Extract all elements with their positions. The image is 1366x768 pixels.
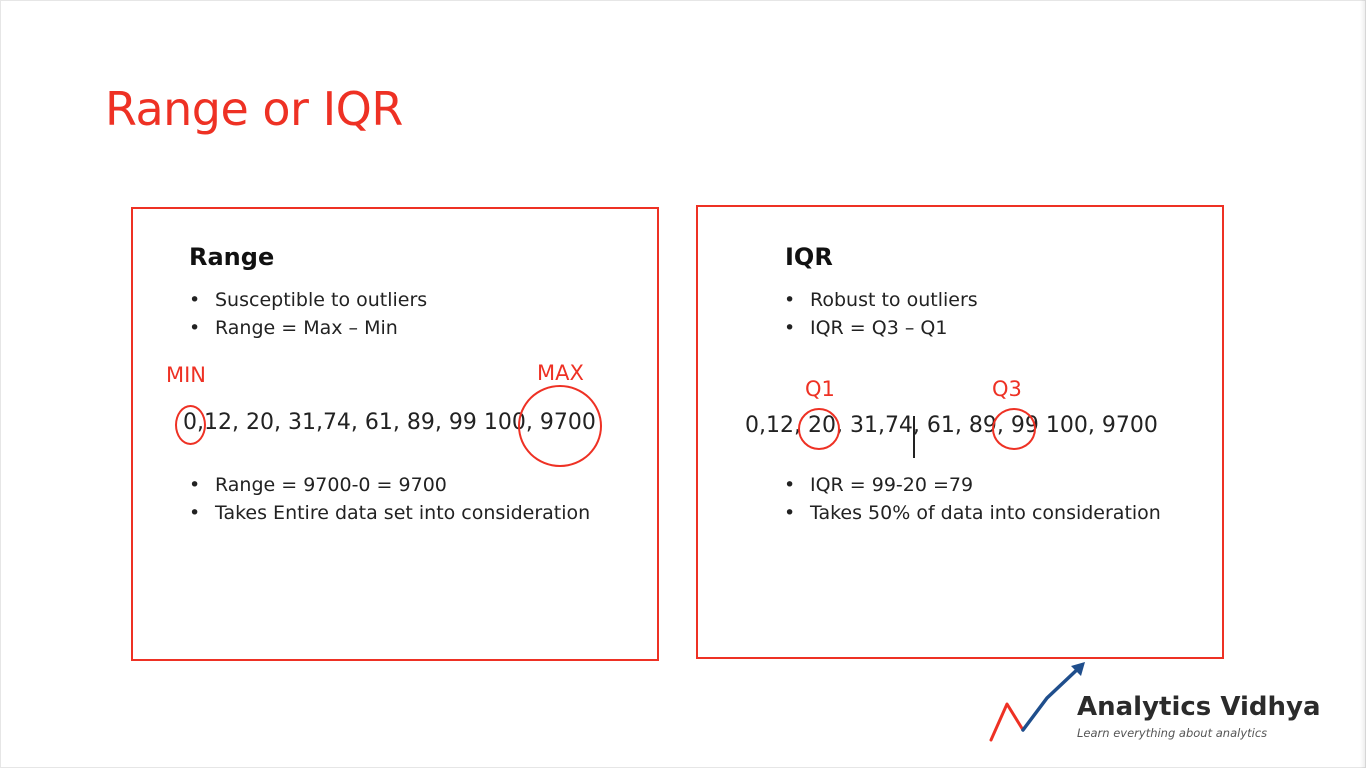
range-bullets-bottom: Range = 9700-0 = 9700 Takes Entire data … <box>189 471 590 527</box>
iqr-panel: IQR Robust to outliers IQR = Q3 – Q1 Q1 … <box>696 205 1224 659</box>
slide-title: Range or IQR <box>105 82 403 136</box>
logo-tagline: Learn everything about analytics <box>1077 726 1268 740</box>
bullet-item: Takes Entire data set into consideration <box>189 499 590 527</box>
min-label: MIN <box>166 363 207 387</box>
bullet-item: Range = 9700-0 = 9700 <box>189 471 590 499</box>
bullet-item: Range = Max – Min <box>189 314 427 342</box>
iqr-bullets-top: Robust to outliers IQR = Q3 – Q1 <box>784 286 978 342</box>
iqr-heading: IQR <box>785 243 833 271</box>
trend-arrow-icon <box>989 662 1085 742</box>
min-circle <box>175 405 206 445</box>
max-label: MAX <box>537 361 584 385</box>
max-circle <box>518 385 602 467</box>
q1-label: Q1 <box>805 377 835 401</box>
analytics-vidhya-logo: Analytics Vidhya Learn everything about … <box>985 658 1345 748</box>
bullet-item: IQR = Q3 – Q1 <box>784 314 978 342</box>
q3-label: Q3 <box>992 377 1022 401</box>
range-panel: Range Susceptible to outliers Range = Ma… <box>131 207 659 661</box>
logo-name: Analytics Vidhya <box>1077 692 1321 722</box>
bullet-item: Susceptible to outliers <box>189 286 427 314</box>
range-heading: Range <box>189 243 275 271</box>
slide-edge-shadow <box>1360 0 1366 768</box>
bullet-item: Robust to outliers <box>784 286 978 314</box>
q3-circle <box>992 408 1036 450</box>
q1-circle <box>798 408 840 450</box>
range-bullets-top: Susceptible to outliers Range = Max – Mi… <box>189 286 427 342</box>
iqr-bullets-bottom: IQR = 99-20 =79 Takes 50% of data into c… <box>784 471 1161 527</box>
median-divider <box>913 416 915 458</box>
bullet-item: IQR = 99-20 =79 <box>784 471 1161 499</box>
bullet-item: Takes 50% of data into consideration <box>784 499 1161 527</box>
